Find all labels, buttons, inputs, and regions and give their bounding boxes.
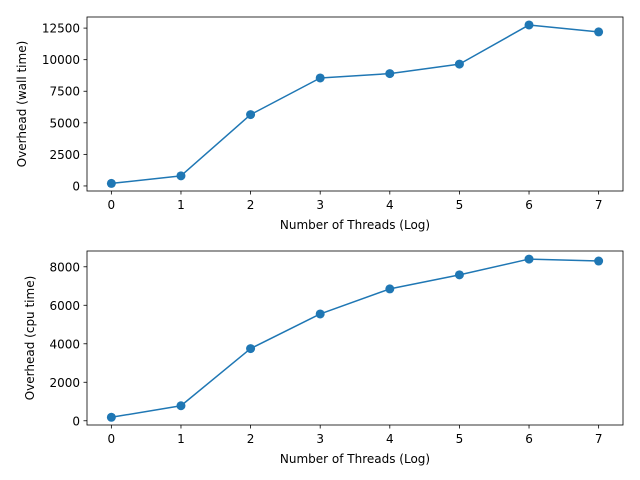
x-tick-label-cpu: 5 [456,432,464,446]
x-tick-label-cpu: 1 [177,432,185,446]
x-axis-label-wall: Number of Threads (Log) [280,218,430,232]
wall-time-chart: 0 1 2 3 4 5 6 7 0 2500 5000 7500 10000 12500 Number of… [15,16,624,232]
y-tick-label-wall: 12500 [42,22,80,36]
data-point-wall [385,69,395,79]
data-point-cpu [246,344,256,354]
y-axis-label-wall: Overhead (wall time) [15,41,29,168]
data-point-cpu [454,270,464,280]
x-tick-label-wall: 6 [525,198,533,212]
data-point-wall [524,20,534,30]
y-tick-label-cpu: 8000 [49,260,80,274]
y-tick-label-cpu: 6000 [49,299,80,313]
x-tick-label-wall: 1 [177,198,185,212]
y-tick-label-cpu: 2000 [49,376,80,390]
series-line-wall [110,24,600,185]
y-tick-label-wall: 10000 [42,53,80,67]
x-tick-label-wall: 3 [316,198,324,212]
data-point-wall [246,110,256,120]
x-tick-label-cpu: 3 [316,432,324,446]
x-tick-label-wall: 2 [247,198,255,212]
plot-frame-wall [86,16,624,192]
cpu-time-chart: 0 1 2 3 4 5 6 7 0 2000 4000 6000 8000 Number of Threa… [23,250,624,466]
y-tick-label-wall: 2500 [49,148,80,162]
data-point-wall [176,171,186,181]
plot-frame-cpu [86,250,624,426]
data-point-wall [454,59,464,69]
x-tick-label-wall: 7 [595,198,603,212]
x-tick-label-wall: 4 [386,198,394,212]
x-tick-label-wall: 0 [108,198,116,212]
data-point-wall [106,178,116,188]
x-tick-label-cpu: 6 [525,432,533,446]
data-point-cpu [385,284,395,294]
data-point-cpu [524,254,534,264]
y-tick-label-cpu: 4000 [49,337,80,351]
data-point-wall [594,27,604,37]
data-point-cpu [176,401,186,411]
x-tick-label-cpu: 2 [247,432,255,446]
x-tick-label-cpu: 4 [386,432,394,446]
y-tick-label-wall: 0 [72,179,80,193]
series-line-cpu [110,258,600,419]
x-tick-label-cpu: 0 [108,432,116,446]
y-tick-label-wall: 5000 [49,116,80,130]
data-point-cpu [315,309,325,319]
data-point-cpu [106,412,116,422]
y-tick-label-wall: 7500 [49,85,80,99]
x-tick-label-wall: 5 [456,198,464,212]
y-tick-label-cpu: 0 [72,414,80,428]
x-axis-label-cpu: Number of Threads (Log) [280,452,430,466]
data-point-wall [315,73,325,83]
y-axis-label-cpu: Overhead (cpu time) [23,276,37,401]
data-point-cpu [594,256,604,266]
x-tick-label-cpu: 7 [595,432,603,446]
